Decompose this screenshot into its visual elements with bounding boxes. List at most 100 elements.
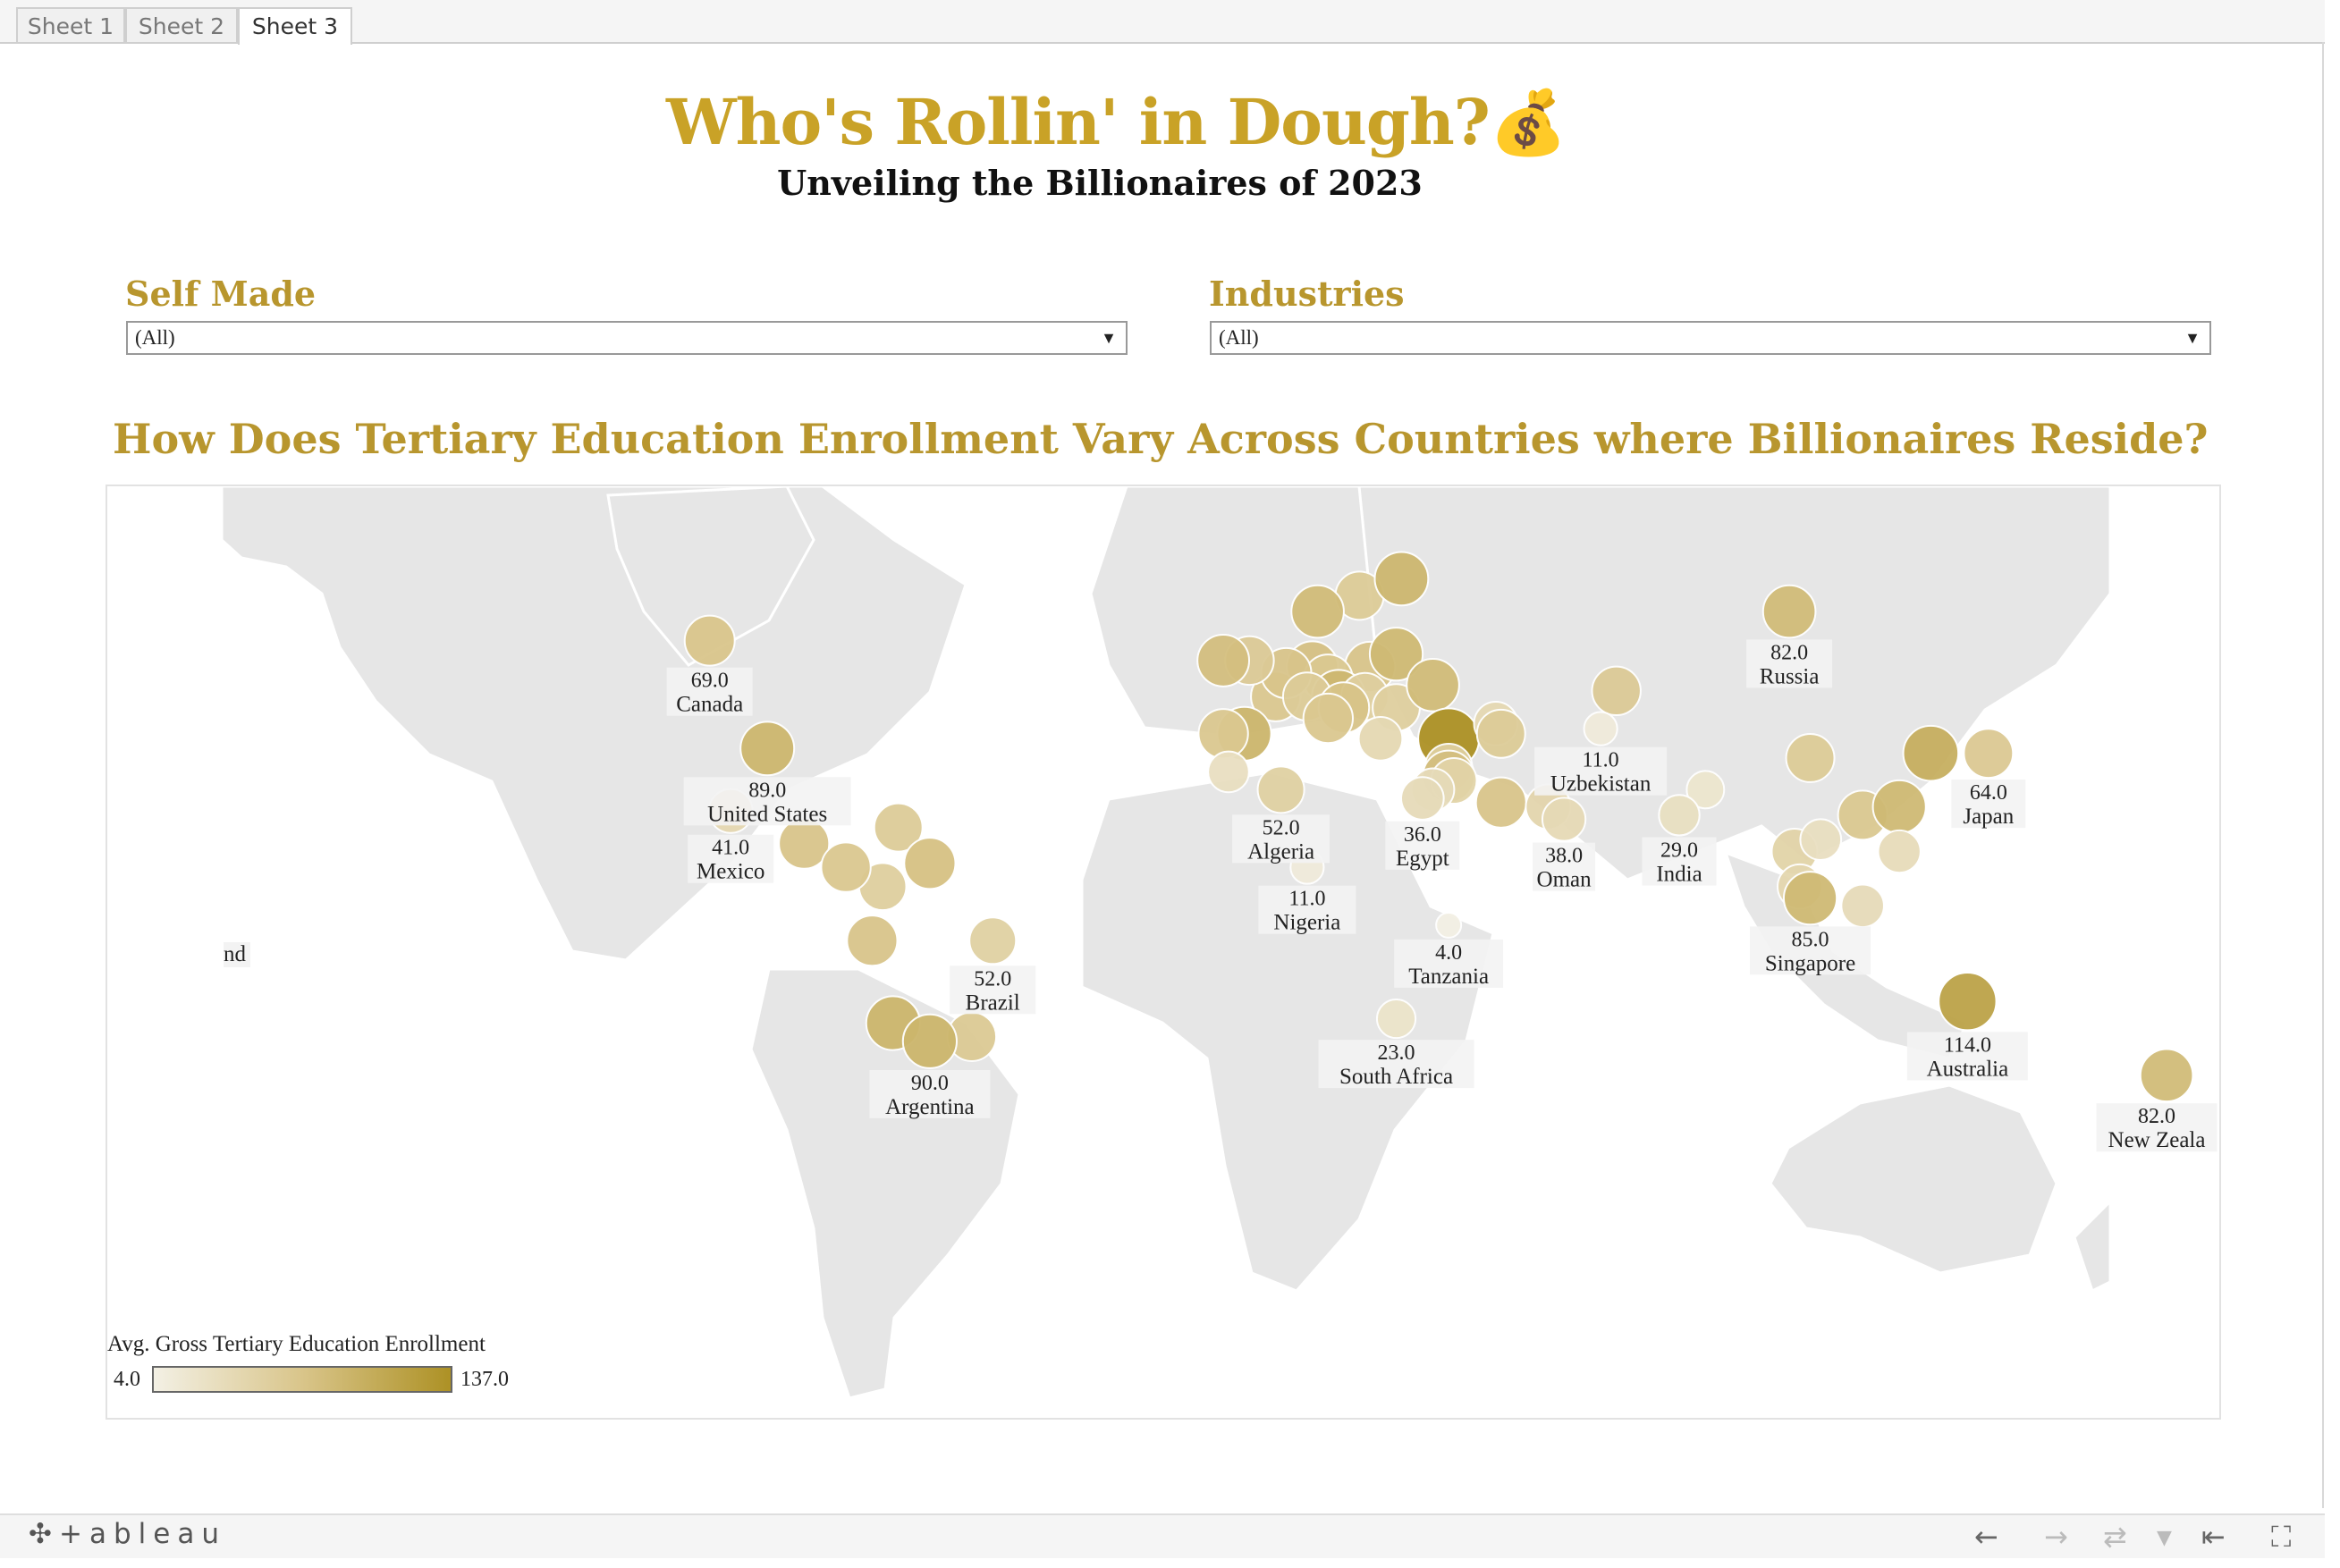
country-label-singapore: Singapore — [1765, 951, 1855, 975]
country-bubble[interactable] — [1785, 732, 1836, 783]
fullscreen-icon[interactable]: ⛶ — [2271, 1520, 2292, 1554]
bubble-egypt[interactable] — [1400, 776, 1445, 821]
revert-icon[interactable]: ⇄ — [2103, 1520, 2127, 1554]
self-made-dropdown[interactable]: (All) ▼ — [126, 321, 1128, 355]
country-label-egypt: Egypt — [1396, 847, 1449, 871]
tab-sheet-3[interactable]: Sheet 3 — [238, 7, 352, 45]
country-bubble[interactable] — [1902, 724, 1960, 782]
country-bubble[interactable] — [1207, 750, 1250, 794]
label-backdrop — [1746, 639, 1833, 688]
country-bubble[interactable] — [1591, 665, 1642, 717]
country-label-india: India — [1656, 863, 1702, 887]
label-backdrop — [869, 1069, 991, 1118]
bubble-algeria[interactable] — [1256, 765, 1305, 814]
country-bubble[interactable] — [1368, 627, 1424, 682]
undo-icon[interactable]: ← — [1974, 1520, 1998, 1554]
industries-dropdown[interactable]: (All) ▼ — [1210, 321, 2211, 355]
bubble-brazil[interactable] — [968, 916, 1018, 965]
country-bubble[interactable] — [873, 802, 924, 853]
country-label-united-states: United States — [707, 802, 827, 826]
partial-country-label: nd — [224, 942, 250, 967]
country-bubble[interactable] — [1871, 779, 1927, 835]
industries-filter-label: Industries — [1209, 274, 1405, 314]
bubble-japan[interactable] — [1963, 728, 2015, 780]
country-bubble[interactable] — [1197, 708, 1249, 760]
bubble-russia[interactable] — [1761, 584, 1817, 639]
label-backdrop — [2096, 1103, 2218, 1152]
label-backdrop — [683, 777, 851, 826]
reset-icon[interactable]: ⇤ — [2201, 1520, 2226, 1554]
caret-down-icon[interactable]: ▼ — [1101, 329, 1117, 347]
legend-max: 137.0 — [460, 1368, 509, 1391]
country-bubble[interactable] — [1474, 776, 1527, 829]
country-bubble[interactable] — [1196, 633, 1251, 687]
country-label-canada: Canada — [676, 693, 743, 717]
label-backdrop — [1232, 814, 1331, 864]
label-backdrop — [1258, 885, 1356, 934]
self-made-dropdown-value: (All) — [135, 326, 175, 349]
value-label-uzbekistan: 11.0 — [1583, 749, 1619, 772]
country-bubble[interactable] — [1475, 708, 1526, 759]
value-label-russia: 82.0 — [1770, 641, 1808, 664]
value-label-japan: 64.0 — [1970, 781, 2007, 805]
bubble-new-zeala[interactable] — [2139, 1048, 2194, 1103]
tableau-mark-icon: ✣ — [29, 1518, 59, 1550]
dashboard-title: Who's Rollin' in Dough?💰 — [666, 85, 1567, 160]
country-bubble[interactable] — [1290, 584, 1345, 639]
country-bubble[interactable] — [1373, 551, 1430, 607]
land-australia — [1769, 1083, 2058, 1275]
tableau-brand-text: +ableau — [58, 1518, 226, 1550]
self-made-filter-label: Self Made — [125, 274, 317, 314]
value-label-south-africa: 23.0 — [1378, 1041, 1415, 1065]
revert-dropdown-icon[interactable]: ▼ — [2157, 1527, 2172, 1549]
sheet-tab-bar: Sheet 1 Sheet 2 Sheet 3 — [0, 0, 2325, 45]
bubble-argentina[interactable] — [901, 1013, 958, 1069]
country-label-algeria: Algeria — [1247, 839, 1314, 864]
bubble-canada[interactable] — [683, 614, 736, 667]
redo-icon[interactable]: → — [2044, 1520, 2068, 1554]
value-label-argentina: 90.0 — [911, 1072, 949, 1095]
tableau-logo[interactable]: ✣+ableau — [29, 1518, 226, 1550]
dashboard-subtitle: Unveiling the Billionaires of 2023 — [777, 163, 1423, 203]
caret-down-icon[interactable]: ▼ — [2184, 329, 2201, 347]
country-label-oman: Oman — [1537, 868, 1592, 892]
money-bag-icon: 💰 — [1489, 85, 1567, 159]
bubble-united-states[interactable] — [739, 721, 796, 777]
value-label-egypt: 36.0 — [1404, 823, 1441, 847]
legend-color-ramp — [152, 1366, 452, 1393]
bubble-tanzania[interactable] — [1435, 911, 1463, 939]
bubble-uzbekistan[interactable] — [1583, 711, 1618, 746]
map-frame: 69.0 Canada 89.0 United States 41.0 Mexico 52.… — [106, 485, 2221, 1420]
country-bubble[interactable] — [1685, 770, 1726, 810]
bubble-south-africa[interactable] — [1375, 999, 1417, 1040]
country-bubble[interactable] — [1406, 657, 1460, 712]
tab-sheet-2[interactable]: Sheet 2 — [125, 7, 238, 42]
value-label-australia: 114.0 — [1944, 1033, 1991, 1057]
country-bubble[interactable] — [1840, 883, 1885, 929]
label-backdrop — [1385, 821, 1460, 870]
value-label-nigeria: 11.0 — [1288, 888, 1325, 911]
country-bubble[interactable] — [1357, 715, 1404, 762]
bubble-singapore[interactable] — [1782, 871, 1838, 926]
value-label-mexico: 41.0 — [712, 837, 749, 860]
map-question-title: How Does Tertiary Education Enrollment V… — [113, 415, 2209, 463]
country-bubble[interactable] — [1799, 818, 1843, 862]
country-bubble[interactable] — [1302, 692, 1354, 745]
bubble-india[interactable] — [1658, 794, 1701, 837]
label-backdrop — [688, 834, 774, 883]
bubble-oman[interactable] — [1541, 797, 1587, 842]
bubble-australia[interactable] — [1938, 972, 1998, 1032]
industries-dropdown-value: (All) — [1219, 326, 1259, 349]
tab-sheet-1[interactable]: Sheet 1 — [16, 7, 125, 42]
country-label-new-zeala: New Zeala — [2108, 1128, 2206, 1152]
country-bubble[interactable] — [820, 841, 872, 893]
value-label-brazil: 52.0 — [974, 967, 1011, 991]
country-label-australia: Australia — [1927, 1057, 2009, 1081]
value-label-new-zeala: 82.0 — [2138, 1105, 2175, 1128]
value-label-singapore: 85.0 — [1792, 928, 1829, 951]
country-bubble[interactable] — [846, 915, 899, 967]
country-bubble[interactable] — [903, 837, 957, 890]
country-bubble[interactable] — [1877, 829, 1922, 874]
